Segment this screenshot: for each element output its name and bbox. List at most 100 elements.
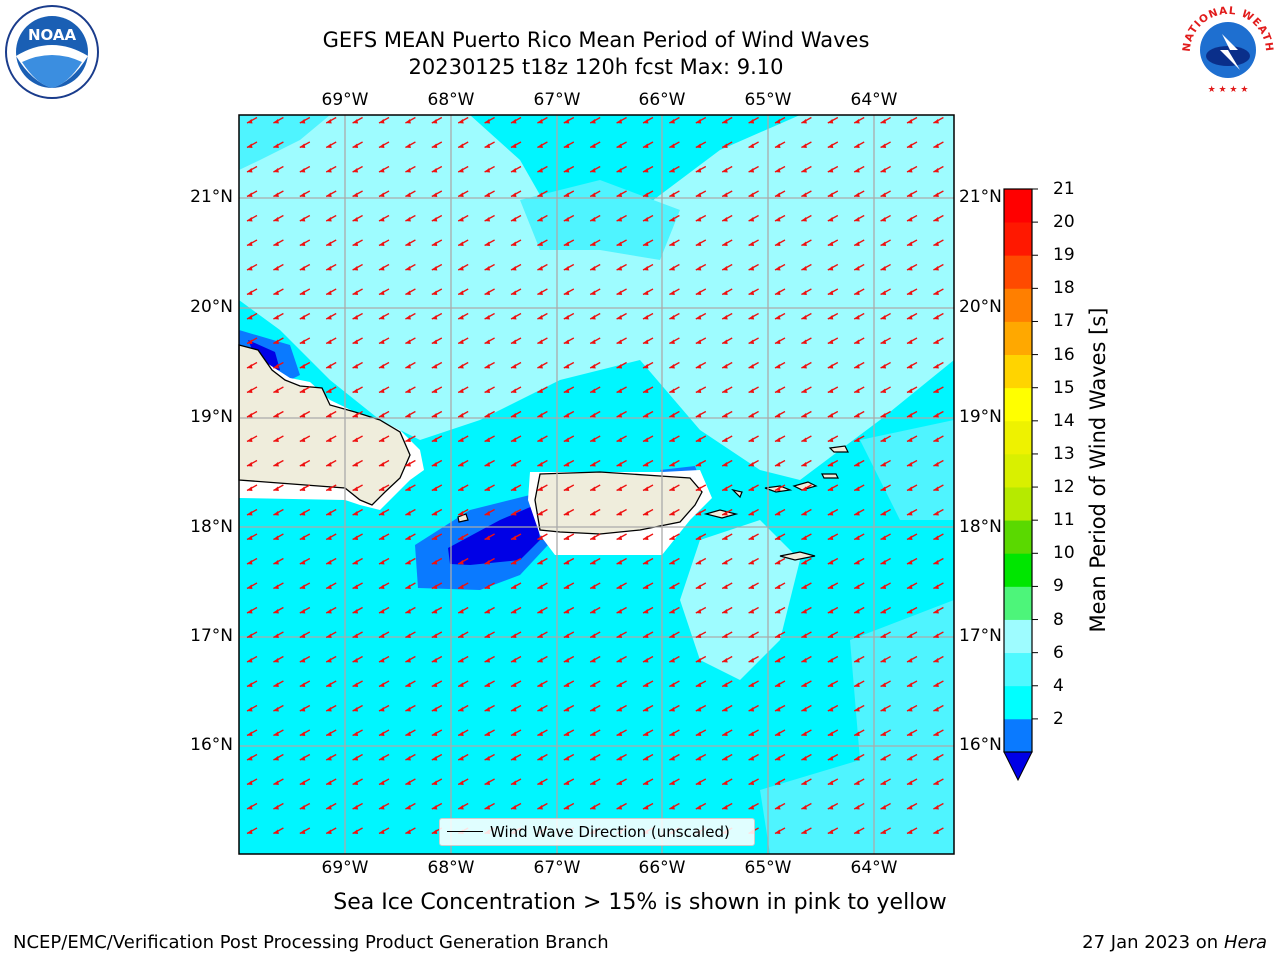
wave-direction-arrow-720: [721, 753, 733, 761]
wave-direction-arrow-725: [853, 753, 865, 761]
wave-direction-arrow-329: [378, 410, 390, 418]
wave-direction-arrow-77: [853, 165, 865, 173]
colorbar-tick-label: 14: [1053, 410, 1075, 431]
lat-label-left-21: 21°N: [190, 187, 233, 207]
wave-direction-arrow-523: [510, 582, 522, 590]
wave-direction-arrow-208: [748, 288, 759, 296]
wave-direction-arrow-537: [880, 582, 891, 590]
wave-direction-arrow-477: [721, 533, 733, 541]
wave-direction-arrow-752: [853, 778, 865, 786]
wave-direction-arrow-361: [510, 435, 522, 443]
wave-direction-arrow-686: [537, 729, 548, 737]
wave-direction-arrow-531: [721, 582, 733, 590]
wave-direction-arrow-739: [510, 778, 522, 786]
wave-direction-arrow-512: [933, 557, 944, 565]
wave-direction-arrow-33: [405, 141, 416, 149]
chart-title-line2: 20230125 t18z 120h fcst Max: 9.10: [408, 55, 784, 79]
sea-ice-note: Sea Ice Concentration > 15% is shown in …: [333, 890, 947, 915]
colorbar-tick-label: 4: [1053, 675, 1064, 696]
wave-direction-arrow-666: [721, 704, 733, 712]
wave-direction-arrow-163: [273, 263, 284, 271]
wave-direction-arrow-21: [801, 116, 812, 124]
wave-direction-arrow-113: [378, 214, 390, 222]
wave-direction-arrow-582: [642, 631, 654, 639]
wave-direction-arrow-13: [589, 116, 601, 124]
wave-direction-arrow-313: [669, 386, 680, 394]
wave-direction-arrow-436: [352, 508, 363, 516]
wave-direction-arrow-258: [642, 337, 654, 345]
wave-direction-arrow-560: [774, 606, 786, 614]
legend-label: Wind Wave Direction (unscaled): [490, 823, 730, 841]
wave-direction-arrow-206: [695, 288, 707, 296]
fill-mid-2: [860, 420, 954, 520]
wave-direction-arrow-455: [853, 508, 865, 516]
wave-direction-arrow-70: [669, 165, 680, 173]
wave-direction-arrow-680: [378, 729, 390, 737]
wave-direction-arrow-732: [325, 778, 337, 786]
wave-direction-arrow-409: [352, 484, 363, 492]
wave-direction-arrow-569: [299, 631, 311, 639]
wave-direction-arrow-515: [299, 582, 311, 590]
wave-direction-arrow-454: [827, 508, 839, 516]
wave-direction-arrow-353: [299, 435, 311, 443]
wave-direction-arrow-269: [933, 337, 944, 345]
wave-direction-arrow-719: [695, 753, 707, 761]
wave-direction-arrow-58: [352, 165, 363, 173]
lon-label-bottom-65: 65°W: [744, 858, 792, 878]
wave-direction-arrow-526: [589, 582, 601, 590]
wave-direction-arrow-667: [748, 704, 759, 712]
wave-direction-arrow-384: [405, 459, 416, 467]
colorbar-tick-label: 11: [1053, 510, 1075, 531]
wave-direction-arrow-779: [853, 802, 865, 810]
wave-direction-arrow-95: [616, 190, 627, 198]
wave-direction-arrow-459: [246, 533, 258, 541]
wave-direction-arrow-190: [273, 288, 284, 296]
wave-direction-arrow-375: [880, 435, 891, 443]
wave-direction-arrow-238: [827, 312, 839, 320]
wave-direction-arrow-92: [537, 190, 548, 198]
wave-direction-arrow-430: [906, 484, 918, 492]
wave-direction-arrow-773: [695, 802, 707, 810]
wave-direction-arrow-539: [933, 582, 944, 590]
wave-direction-arrow-343: [748, 410, 759, 418]
wave-direction-arrow-234: [721, 312, 733, 320]
wave-direction-arrow-737: [457, 778, 469, 786]
wave-direction-arrow-768: [563, 802, 575, 810]
lon-label-bottom-68: 68°W: [427, 858, 475, 878]
wave-direction-arrow-356: [378, 435, 390, 443]
wave-direction-arrow-700: [906, 729, 918, 737]
wave-direction-arrow-126: [721, 214, 733, 222]
wave-direction-arrow-734: [378, 778, 390, 786]
wave-direction-arrow-630: [484, 680, 495, 688]
wave-direction-arrow-182: [774, 263, 786, 271]
wave-direction-arrow-597: [325, 655, 337, 663]
wave-direction-arrow-651: [325, 704, 337, 712]
wave-direction-arrow-449: [695, 508, 707, 516]
wave-direction-arrow-337: [589, 410, 601, 418]
wave-direction-arrow-665: [695, 704, 707, 712]
wave-direction-arrow-771: [642, 802, 654, 810]
wave-direction-arrow-724: [827, 753, 839, 761]
wave-direction-arrow-696: [801, 729, 812, 737]
wave-direction-arrow-311: [616, 386, 627, 394]
wave-direction-arrow-297: [246, 386, 258, 394]
wave-direction-arrow-464: [378, 533, 390, 541]
wave-direction-arrow-391: [589, 459, 601, 467]
wave-direction-arrow-776: [774, 802, 786, 810]
wave-direction-arrow-160: [906, 239, 918, 247]
wave-direction-arrow-367: [669, 435, 680, 443]
wave-direction-arrow-261: [721, 337, 733, 345]
wave-direction-arrow-278: [457, 361, 469, 369]
wave-direction-arrow-609: [642, 655, 654, 663]
wave-direction-arrow-151: [669, 239, 680, 247]
wave-direction-arrow-754: [906, 778, 918, 786]
wave-direction-arrow-181: [748, 263, 759, 271]
wave-direction-arrow-769: [589, 802, 601, 810]
wave-direction-arrow-677: [299, 729, 311, 737]
wave-direction-arrow-108: [246, 214, 258, 222]
wave-direction-arrow-83: [299, 190, 311, 198]
wave-direction-arrow-506: [774, 557, 786, 565]
wave-direction-arrow-401: [853, 459, 865, 467]
wave-direction-arrow-386: [457, 459, 469, 467]
